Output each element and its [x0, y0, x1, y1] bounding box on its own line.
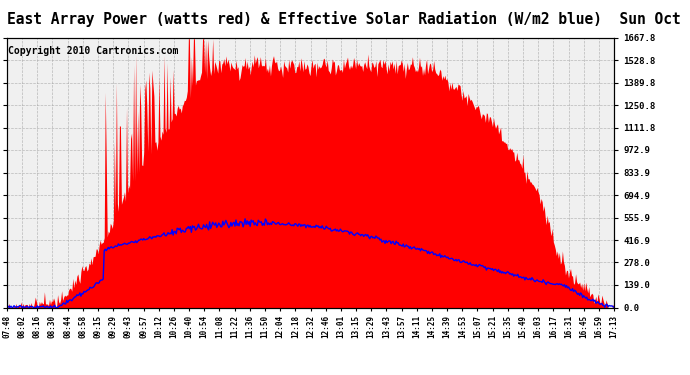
Text: East Array Power (watts red) & Effective Solar Radiation (W/m2 blue)  Sun Oct 31: East Array Power (watts red) & Effective… [7, 11, 690, 27]
Text: Copyright 2010 Cartronics.com: Copyright 2010 Cartronics.com [8, 46, 179, 56]
